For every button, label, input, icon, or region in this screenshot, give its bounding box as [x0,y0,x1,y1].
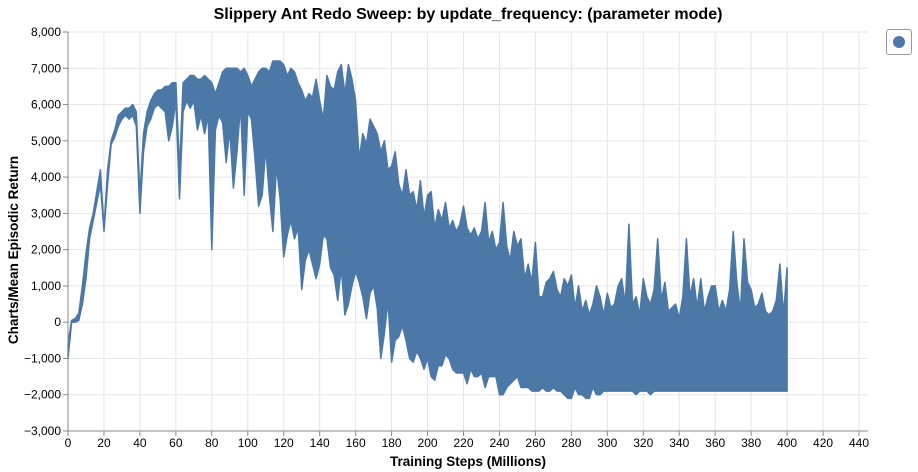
y-tick-label: 2,000 [31,243,61,257]
x-tick-label: 140 [310,436,330,450]
x-tick-label: 240 [489,436,509,450]
x-tick-label: 80 [205,436,219,450]
y-tick-label: −3,000 [24,424,61,438]
x-tick-label: 440 [849,436,869,450]
x-tick-label: 260 [525,436,545,450]
chart-title: Slippery Ant Redo Sweep: by update_frequ… [214,6,723,23]
x-tick-label: 180 [382,436,402,450]
x-tick-label: 360 [705,436,725,450]
x-tick-label: 320 [633,436,653,450]
x-tick-label: 300 [597,436,617,450]
y-tick-label: 4,000 [31,170,61,184]
x-tick-label: 200 [418,436,438,450]
x-tick-label: 400 [777,436,797,450]
x-tick-label: 120 [274,436,294,450]
x-tick-label: 60 [169,436,183,450]
x-tick-label: 40 [133,436,147,450]
y-tick-label: 5,000 [31,134,61,148]
legend[interactable] [886,29,912,55]
x-tick-label: 280 [561,436,581,450]
y-tick-label: 8,000 [31,25,61,39]
x-tick-label: 380 [741,436,761,450]
y-tick-label: −2,000 [24,388,61,402]
y-tick-label: 7,000 [31,61,61,75]
series-area [67,60,788,400]
y-tick-label: 6,000 [31,98,61,112]
x-axis: 0 20 40 60 80 100 120 140 160 180 200 220 240 260 280 3… [65,431,869,450]
x-axis-title: Training Steps (Millions) [390,454,546,469]
x-tick-label: 160 [346,436,366,450]
y-tick-label: 3,000 [31,206,61,220]
y-tick-label: −1,000 [24,351,61,365]
legend-symbol-icon [893,36,905,48]
axes [67,32,868,432]
x-tick-label: 420 [813,436,833,450]
y-axis-title: Charts/Mean Episodic Return [6,156,21,344]
y-axis: −3,000 −2,000 −1,000 0 1,000 2,000 3,000 4,000 5… [24,25,68,438]
series-band [67,60,788,400]
x-tick-label: 0 [65,436,72,450]
x-tick-label: 100 [238,436,258,450]
y-tick-label: 0 [54,315,61,329]
x-tick-label: 340 [669,436,689,450]
x-tick-label: 20 [97,436,111,450]
y-tick-label: 1,000 [31,279,61,293]
x-tick-label: 220 [453,436,473,450]
